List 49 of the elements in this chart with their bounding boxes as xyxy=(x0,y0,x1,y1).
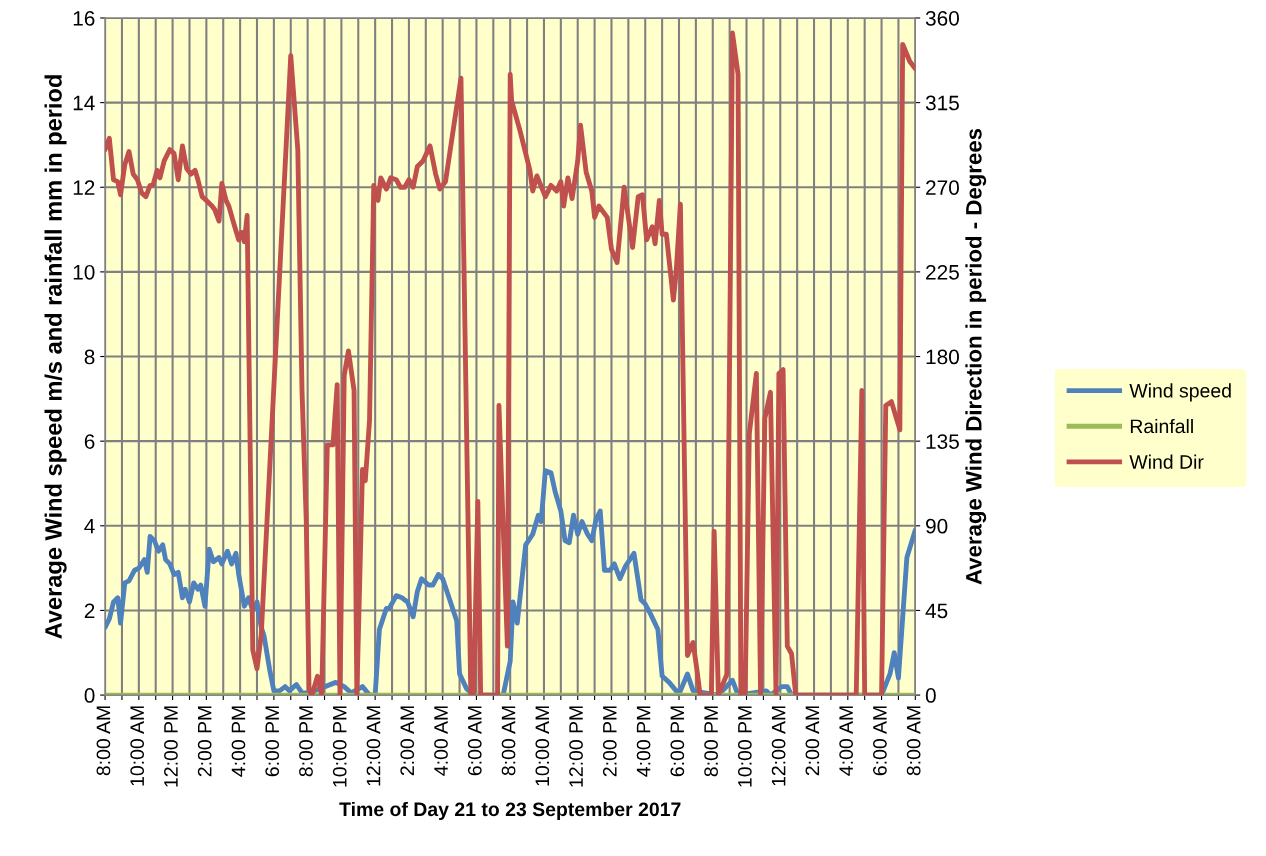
y-tick-label: 8 xyxy=(84,349,95,365)
x-tick-label: 6:00 PM xyxy=(265,706,280,777)
x-tick-label: 8:00 AM xyxy=(96,706,111,776)
x-tick-label: 2:00 AM xyxy=(400,706,415,776)
y-axis-title: Average Wind speed m/s and rainfall mm in period xyxy=(44,75,67,639)
x-tick-label: 10:00 PM xyxy=(737,706,752,787)
y-tick-label: 2 xyxy=(84,603,95,618)
x-tick-label: 10:00 AM xyxy=(535,706,550,786)
x-tick-label: 4:00 PM xyxy=(636,706,651,777)
y-tick-label: 14 xyxy=(73,95,95,111)
x-tick-label: 12:00 PM xyxy=(569,706,583,787)
y-tick-label: 12 xyxy=(73,180,95,195)
y2-tick-label: 180 xyxy=(926,349,959,365)
x-tick-label: 6:00 PM xyxy=(670,706,685,777)
x-tick-label: 10:00 PM xyxy=(332,706,347,787)
y-tick-label: 6 xyxy=(84,434,95,449)
y-tick-label: 10 xyxy=(73,264,95,280)
x-tick-label: 4:00 AM xyxy=(434,706,448,776)
x-tick-label: 12:00 AM xyxy=(366,706,381,786)
x-tick-label: 12:00 AM xyxy=(771,706,786,786)
x-axis-title: Time of Day 21 to 23 September 2017 xyxy=(339,801,681,821)
legend-label: Rainfall xyxy=(1130,418,1193,434)
x-tick-label: 10:00 AM xyxy=(130,706,145,786)
y-tick-label: 4 xyxy=(84,519,95,534)
x-tick-label: 8:00 AM xyxy=(501,706,516,776)
x-tick-label: 2:00 PM xyxy=(197,706,212,777)
x-tick-label: 6:00 AM xyxy=(873,706,887,776)
x-tick-label: 12:00 PM xyxy=(164,706,178,787)
y2-tick-label: 315 xyxy=(925,95,959,111)
y2-tick-label: 270 xyxy=(926,180,959,195)
y2-tick-label: 135 xyxy=(926,434,959,449)
x-tick-label: 8:00 PM xyxy=(704,706,718,777)
x-tick-label: 6:00 AM xyxy=(467,706,482,776)
y2-tick-label: 225 xyxy=(926,264,959,280)
legend-label: Wind speed xyxy=(1129,383,1231,402)
y2-tick-label: 360 xyxy=(925,10,959,26)
x-tick-label: 8:00 PM xyxy=(299,706,313,777)
legend-label: Wind Dir xyxy=(1129,454,1204,469)
x-tick-label: 2:00 PM xyxy=(602,706,617,777)
y2-axis-title: Average Wind Direction in period - Degrees xyxy=(965,128,987,585)
x-tick-label: 4:00 PM xyxy=(231,706,246,777)
x-tick-label: 4:00 AM xyxy=(839,706,854,776)
y2-tick-label: 45 xyxy=(925,603,948,619)
y-tick-label: 16 xyxy=(73,10,95,26)
x-tick-label: 8:00 AM xyxy=(906,706,921,776)
y2-tick-label: 0 xyxy=(925,688,936,703)
y-tick-label: 0 xyxy=(84,688,95,703)
y2-tick-label: 90 xyxy=(926,518,948,534)
x-tick-label: 2:00 AM xyxy=(805,706,820,776)
